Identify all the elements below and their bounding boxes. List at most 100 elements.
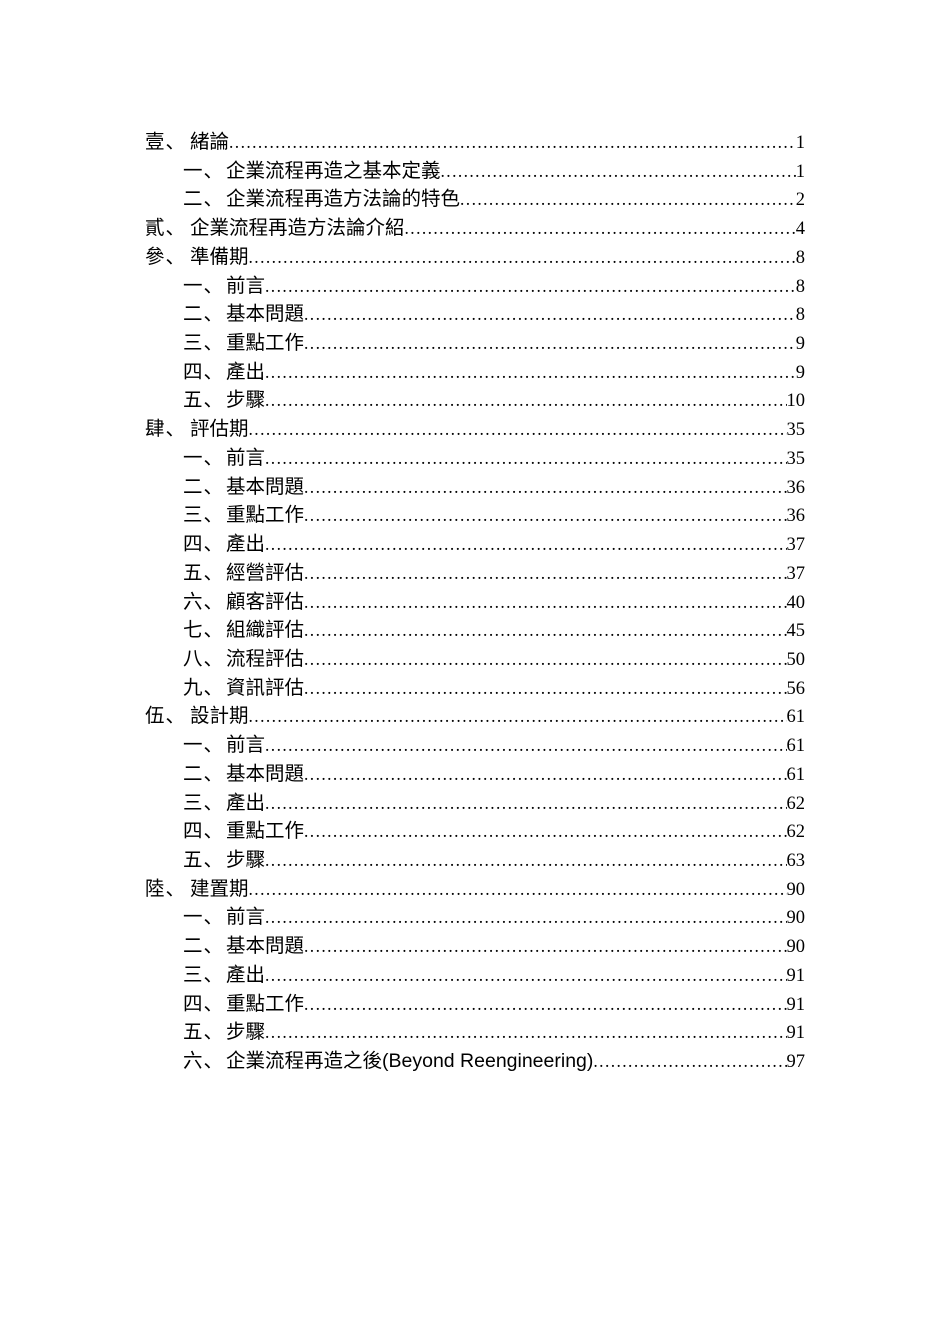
toc-entry[interactable]: 陸、 建置期 90 [145, 875, 805, 904]
toc-entry-title: 基本問題 [226, 935, 305, 958]
toc-entry-number: 二、 [183, 188, 225, 211]
toc-entry[interactable]: 三、 重點工作 9 [145, 329, 805, 358]
toc-entry-page: 62 [786, 793, 806, 814]
toc-entry[interactable]: 七、 組織評估 45 [145, 616, 805, 645]
toc-entry-title: 前言 [226, 734, 266, 757]
dot-leader [249, 415, 787, 444]
dot-leader [304, 645, 786, 674]
toc-entry-number: 四、 [183, 992, 225, 1015]
dot-leader [441, 157, 796, 186]
toc-entry-page: 91 [786, 994, 806, 1015]
toc-entry-page: 37 [786, 563, 806, 584]
toc-entry[interactable]: 一、 前言 8 [145, 272, 805, 301]
dot-leader [304, 817, 786, 846]
dot-leader [265, 272, 796, 301]
toc-entry[interactable]: 四、 產出 9 [145, 358, 805, 387]
dot-leader [304, 760, 786, 789]
toc-entry-number: 六、 [183, 590, 225, 613]
toc-entry-number: 七、 [183, 619, 225, 642]
dot-leader [304, 990, 786, 1019]
dot-leader [265, 386, 786, 415]
toc-entry-number: 肆、 [145, 418, 187, 441]
toc-entry-title: 產出 [226, 360, 266, 383]
toc-entry-number: 三、 [183, 332, 225, 355]
toc-entry-number: 一、 [183, 159, 225, 182]
toc-entry-number: 五、 [183, 1021, 225, 1044]
toc-entry-page: 61 [786, 707, 806, 728]
toc-entry[interactable]: 二、 基本問題 90 [145, 932, 805, 961]
toc-entry-page: 97 [786, 1052, 806, 1072]
toc-entry[interactable]: 二、 基本問題 36 [145, 473, 805, 502]
toc-entry[interactable]: 伍、 設計期 61 [145, 702, 805, 731]
toc-entry-page: 90 [786, 908, 806, 929]
toc-entry-number: 二、 [183, 475, 225, 498]
dot-leader [304, 300, 796, 329]
toc-entry-page: 9 [795, 334, 805, 355]
toc-entry[interactable]: 三、 產出 62 [145, 789, 805, 818]
toc-entry-page: 50 [786, 649, 806, 670]
toc-entry-page: 8 [795, 247, 805, 268]
toc-entry[interactable]: 參、 準備期 8 [145, 243, 805, 272]
toc-entry-number: 五、 [183, 848, 225, 871]
dot-leader [304, 932, 786, 961]
toc-entry[interactable]: 九、 資訊評估 56 [145, 674, 805, 703]
dot-leader [249, 702, 787, 731]
toc-entry-number: 一、 [183, 446, 225, 469]
toc-entry[interactable]: 二、 企業流程再造方法論的特色 2 [145, 185, 805, 214]
toc-entry[interactable]: 六、 企業流程再造之後(Beyond Reengineering) 97 [145, 1047, 805, 1076]
toc-entry-title: 步驟 [226, 848, 266, 871]
toc-entry-page: 40 [786, 592, 806, 613]
toc-entry-page: 36 [786, 477, 806, 498]
toc-entry[interactable]: 八、 流程評估 50 [145, 645, 805, 674]
toc-entry-number: 三、 [183, 504, 225, 527]
toc-entry-page: 61 [786, 736, 806, 757]
toc-entry[interactable]: 五、 步驟 63 [145, 846, 805, 875]
toc-entry-number: 三、 [183, 791, 225, 814]
toc-entry[interactable]: 一、 前言 35 [145, 444, 805, 473]
toc-entry-number: 二、 [183, 935, 225, 958]
dot-leader [249, 243, 796, 272]
toc-entry-title: 基本問題 [226, 762, 305, 785]
toc-entry[interactable]: 五、 步驟 91 [145, 1018, 805, 1047]
toc-entry-title: 步驟 [226, 389, 266, 412]
toc-entry[interactable]: 壹、 緒論 1 [145, 128, 805, 157]
toc-entry-title: 產出 [226, 791, 266, 814]
toc-entry[interactable]: 一、 前言 90 [145, 903, 805, 932]
toc-entry[interactable]: 一、 前言 61 [145, 731, 805, 760]
dot-leader [265, 903, 786, 932]
toc-entry-number: 八、 [183, 647, 225, 670]
toc-entry[interactable]: 三、 產出 91 [145, 961, 805, 990]
toc-entry-page: 91 [786, 965, 806, 986]
toc-entry-page: 36 [786, 506, 806, 527]
toc-entry-page: 62 [786, 822, 806, 843]
toc-entry[interactable]: 五、 步驟 10 [145, 386, 805, 415]
toc-entry[interactable]: 肆、 評估期 35 [145, 415, 805, 444]
dot-leader [265, 961, 786, 990]
dot-leader [460, 185, 796, 214]
toc-entry[interactable]: 二、 基本問題 8 [145, 300, 805, 329]
toc-entry-page: 61 [786, 764, 806, 785]
toc-entry[interactable]: 六、 顧客評估 40 [145, 588, 805, 617]
toc-entry[interactable]: 五、 經營評估 37 [145, 559, 805, 588]
dot-leader [405, 214, 796, 243]
toc-entry-page: 90 [786, 937, 806, 958]
toc-entry-title: 前言 [226, 274, 266, 297]
toc-entry-number: 陸、 [145, 877, 187, 900]
toc-entry[interactable]: 四、 重點工作 62 [145, 817, 805, 846]
toc-entry-number: 貳、 [145, 217, 187, 240]
toc-entry-title: 企業流程再造方法論介紹 [190, 217, 405, 240]
toc-entry-number: 四、 [183, 360, 225, 383]
dot-leader [304, 329, 796, 358]
toc-entry[interactable]: 四、 產出 37 [145, 530, 805, 559]
toc-entry[interactable]: 貳、 企業流程再造方法論介紹 4 [145, 214, 805, 243]
toc-entry-number: 四、 [183, 820, 225, 843]
toc-entry[interactable]: 一、 企業流程再造之基本定義 1 [145, 157, 805, 186]
toc-entry-page: 10 [786, 391, 806, 412]
dot-leader [265, 358, 796, 387]
toc-entry[interactable]: 四、 重點工作 91 [145, 990, 805, 1019]
toc-entry[interactable]: 二、 基本問題 61 [145, 760, 805, 789]
toc-entry-title: 評估期 [190, 418, 249, 441]
dot-leader [229, 128, 796, 157]
dot-leader [304, 616, 786, 645]
toc-entry[interactable]: 三、 重點工作 36 [145, 501, 805, 530]
